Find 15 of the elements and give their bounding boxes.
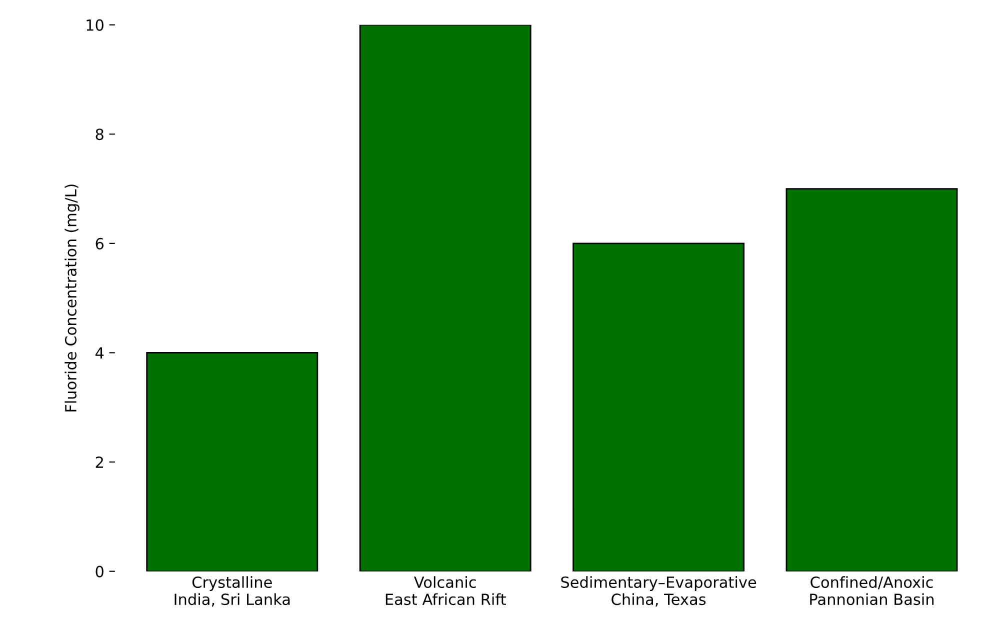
y-axis-title: Fluoride Concentration (mg/L) — [64, 184, 80, 412]
x-tick-label: Confined/Anoxic Pannonian Basin — [810, 576, 934, 606]
y-tick-label: 2 — [96, 456, 103, 468]
y-tick-label: 0 — [96, 566, 104, 578]
bar — [572, 242, 745, 572]
x-tick-label: Sedimentary–Evaporative China, Texas — [561, 576, 756, 607]
y-tick-label: 8 — [96, 128, 104, 140]
bar — [786, 188, 958, 572]
bar — [146, 352, 318, 572]
y-tick-label: 6 — [96, 238, 104, 250]
y-tick-label: 4 — [95, 347, 104, 359]
y-tick-label: 10 — [86, 19, 104, 31]
x-tick-label: Volcanic East African Rift — [386, 576, 506, 606]
bar — [359, 24, 532, 572]
x-tick-label: Crystalline India, Sri Lanka — [174, 576, 290, 607]
